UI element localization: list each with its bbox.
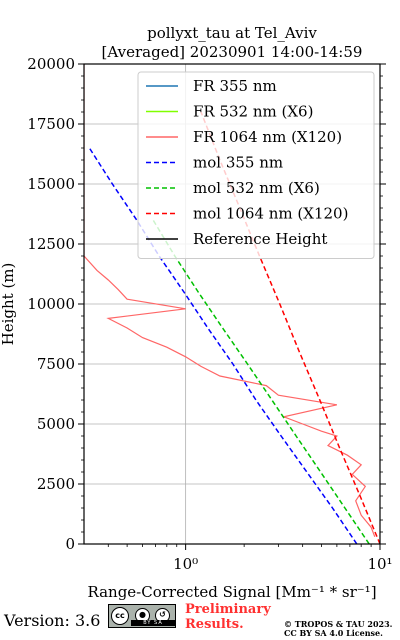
cc-license-badge[interactable]: cc ● ↺ BY SA	[108, 604, 176, 628]
copyright-line-2: CC BY SA 4.0 License.	[284, 628, 383, 638]
y-axis-label: Height (m)	[0, 263, 17, 346]
legend-label-0: FR 355 nm	[193, 77, 277, 95]
legend-label-1: FR 532 nm (X6)	[193, 103, 313, 121]
plot-area: 0 2500 5000 7500 10000 12500 15000 17500 20000 10…	[27, 55, 392, 573]
preliminary-line-2: Results.	[185, 617, 244, 632]
y-tick-label: 12500	[27, 235, 75, 253]
legend-box	[137, 71, 375, 259]
y-tick-label: 15000	[27, 175, 75, 193]
series-layer	[84, 64, 380, 544]
legend: FR 355 nm FR 532 nm (X6) FR 1064 nm (X120)…	[137, 71, 375, 259]
x-tick-label: 10⁰	[173, 555, 198, 573]
legend-label-5: mol 1064 nm (X120)	[193, 205, 348, 223]
series-line-4	[152, 219, 370, 544]
series-line-5	[200, 111, 380, 544]
chart-subtitle: [Averaged] 20230901 14:00-14:59	[102, 43, 363, 61]
y-tick-label: 5000	[37, 415, 75, 433]
y-tick-label: 2500	[37, 475, 75, 493]
preliminary-line-1: Preliminary	[185, 602, 271, 617]
y-tick-label: 17500	[27, 115, 75, 133]
y-tick-label: 7500	[37, 355, 75, 373]
legend-label-4: mol 532 nm (X6)	[193, 179, 320, 197]
legend-label-6: Reference Height	[193, 230, 327, 248]
legend-label-3: mol 355 nm	[193, 154, 283, 172]
y-tick-label: 10000	[27, 295, 75, 313]
preliminary-notice: Preliminary Results.	[185, 602, 271, 632]
y-tick-label: 20000	[27, 55, 75, 73]
x-tick-label: 10¹	[367, 555, 392, 573]
cc-icon: cc	[111, 607, 129, 625]
cc-badge-strip: BY SA	[131, 620, 175, 626]
chart-title: pollyxt_tau at Tel_Aviv	[147, 24, 317, 42]
legend-label-2: FR 1064 nm (X120)	[193, 128, 342, 146]
copyright-line-1: © TROPOS & TAU 2023.	[284, 619, 393, 629]
series-line-3	[88, 147, 358, 544]
series-line-2	[84, 64, 376, 538]
x-axis-label: Range-Corrected Signal [Mm⁻¹ * sr⁻¹]	[87, 583, 376, 601]
copyright-notice: © TROPOS & TAU 2023. CC BY SA 4.0 Licens…	[284, 620, 392, 638]
y-tick-label: 0	[65, 535, 75, 553]
version-label: Version: 3.6	[4, 611, 101, 630]
